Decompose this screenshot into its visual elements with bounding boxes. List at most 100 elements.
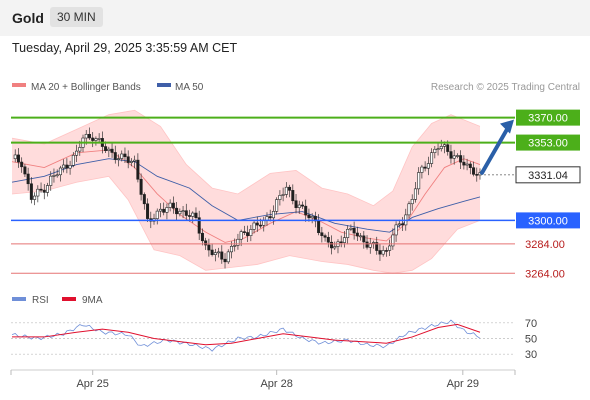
bull-candle: [233, 245, 237, 247]
rsi-ma-legend-swatch: [62, 297, 76, 301]
projection-arrow: [480, 125, 510, 175]
bull-candle: [46, 185, 50, 193]
resistance-label-box: [516, 109, 580, 126]
bull-candle: [117, 158, 121, 160]
bear-candle: [323, 235, 327, 238]
rsi-ma-line: [12, 323, 481, 346]
bear-candle: [207, 244, 211, 251]
bull-candle: [465, 163, 469, 166]
bear-candle: [304, 205, 308, 216]
bull-candle: [165, 207, 169, 213]
bear-candle: [475, 174, 479, 176]
bear-candle: [39, 188, 43, 191]
timeframe-badge[interactable]: 30 MIN: [50, 7, 103, 27]
bull-candle: [397, 223, 401, 226]
bear-candle: [146, 203, 150, 219]
bear-candle: [123, 153, 127, 158]
bear-candle: [255, 222, 259, 226]
ma-bb-legend-swatch: [12, 83, 26, 87]
bull-candle: [252, 222, 256, 230]
bull-candle: [168, 202, 172, 208]
bull-candle: [430, 152, 434, 164]
bear-candle: [220, 251, 224, 260]
support-label-box: [516, 212, 580, 229]
bear-candle: [139, 178, 143, 195]
bull-candle: [55, 174, 59, 177]
bull-candle: [94, 138, 98, 141]
bull-candle: [433, 148, 437, 153]
bull-candle: [310, 216, 314, 219]
lower_support-label: 3284.00: [525, 239, 565, 251]
x-tick-label: Apr 25: [76, 378, 108, 390]
bull-candle: [278, 195, 282, 200]
bull-candle: [388, 245, 392, 251]
support-label: 3300.00: [528, 215, 568, 227]
bull-candle: [52, 175, 56, 177]
bear-candle: [23, 166, 27, 175]
bear-candle: [259, 224, 263, 227]
bear-candle: [110, 148, 114, 153]
bear-candle: [268, 216, 272, 219]
rsi-tick-label: 50: [525, 334, 537, 346]
bear-candle: [223, 258, 227, 263]
bear-candle: [210, 249, 214, 255]
bull-candle: [407, 203, 411, 216]
bear-candle: [468, 163, 472, 168]
bear-candle: [384, 250, 388, 252]
bull-candle: [297, 204, 301, 208]
bull-candle: [371, 242, 375, 244]
bull-candle: [455, 155, 459, 157]
bull-candle: [36, 188, 40, 197]
ma50-line: [11, 158, 481, 233]
bull-candle: [49, 175, 53, 186]
bull-candle: [229, 246, 233, 253]
bull-candle: [284, 186, 288, 195]
bull-candle: [75, 150, 79, 156]
bull-candle: [226, 251, 230, 263]
bear-candle: [320, 232, 324, 236]
bear-candle: [16, 154, 20, 163]
rsi-line: [11, 319, 481, 352]
bear-candle: [326, 236, 330, 243]
resistance-label: 3370.00: [528, 113, 568, 125]
rsi-legend-swatch: [12, 297, 26, 301]
bull-candle: [213, 252, 217, 255]
bear-candle: [307, 214, 311, 219]
research-credit: Research © 2025 Trading Central: [431, 82, 580, 93]
bear-candle: [194, 212, 198, 218]
bear-candle: [162, 208, 166, 213]
bull-candle: [181, 210, 185, 213]
bull-candle: [333, 246, 337, 249]
bull-candle: [249, 229, 253, 236]
bull-candle: [413, 188, 417, 200]
instrument-title: Gold: [12, 10, 44, 26]
bull-candle: [420, 166, 424, 173]
bull-candle: [178, 211, 182, 215]
bear-candle: [365, 241, 369, 248]
bear-candle: [446, 144, 450, 152]
bear-candle: [184, 210, 188, 216]
bear-candle: [26, 173, 30, 185]
bull-candle: [281, 194, 285, 196]
projection-arrow-head: [500, 119, 514, 134]
last-price-box: [515, 166, 581, 184]
bull-candle: [68, 165, 72, 169]
bear-candle: [423, 166, 427, 169]
ma50-legend-swatch: [157, 83, 171, 87]
lower_support-label: 3264.00: [525, 268, 565, 280]
bear-candle: [204, 240, 208, 246]
rsi-tick-label: 30: [525, 349, 537, 361]
rsi-ma-legend-label: 9MA: [82, 295, 103, 306]
bull-candle: [33, 195, 37, 200]
bull-candle: [13, 154, 17, 160]
bull-candle: [217, 251, 221, 254]
bull-candle: [271, 211, 275, 219]
bull-candle: [426, 163, 430, 169]
price-pane: [11, 109, 482, 274]
timestamp: Tuesday, April 29, 2025 3:35:59 AM CET: [12, 41, 238, 55]
bear-candle: [330, 241, 334, 249]
bear-candle: [362, 235, 366, 243]
bollinger-lower-line: [11, 175, 481, 274]
bull-candle: [346, 228, 350, 238]
